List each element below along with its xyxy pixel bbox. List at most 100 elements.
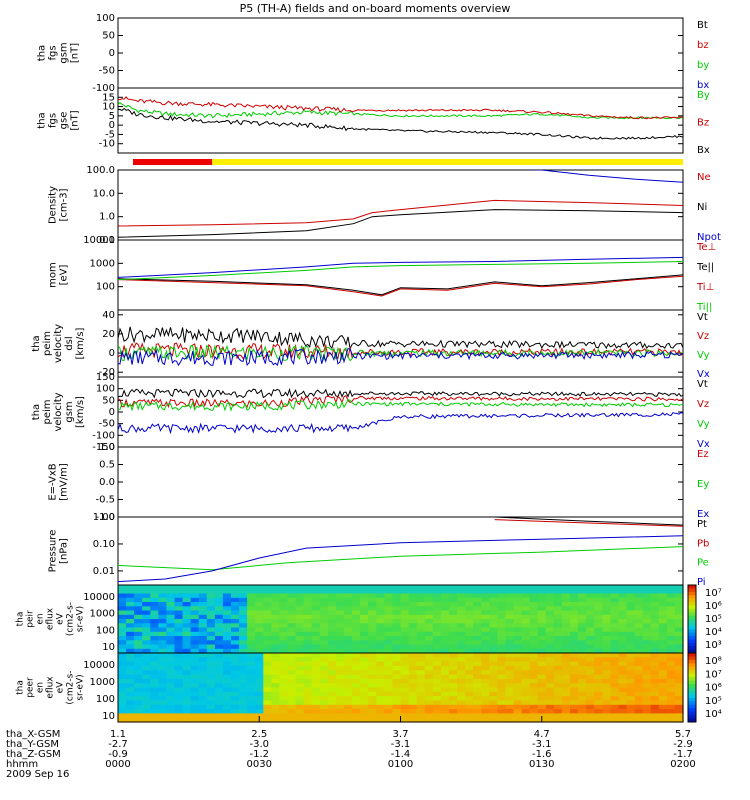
spectrogram-cell	[287, 593, 297, 599]
spectrogram-cell	[255, 691, 264, 697]
spectrogram-cell	[376, 678, 385, 684]
spectrogram-cell	[674, 709, 684, 714]
spectrogram-cell	[263, 627, 272, 633]
spectrogram-cell	[537, 700, 547, 706]
spectrogram-cell	[126, 700, 135, 706]
spectrogram-cell	[440, 713, 450, 719]
colorbar-cell	[688, 708, 696, 713]
spectrogram-cell	[118, 683, 127, 689]
y-axis-label: tha	[37, 45, 48, 61]
spectrogram-cell	[529, 593, 539, 599]
spectrogram-cell	[561, 640, 571, 646]
spectrogram-cell	[666, 704, 676, 710]
spectrogram-cell	[190, 696, 200, 701]
spectrogram-cell	[344, 717, 353, 723]
spectrogram-cell	[368, 627, 377, 633]
spectrogram-cell	[529, 691, 539, 697]
spectrogram-cell	[529, 713, 539, 719]
series-line-vy	[118, 344, 683, 362]
spectrogram-cell	[142, 648, 151, 654]
spectrogram-cell	[174, 683, 184, 689]
spectrogram-cell	[255, 606, 264, 612]
spectrogram-cell	[166, 653, 176, 658]
spectrogram-cell	[618, 670, 628, 676]
spectrogram-cell	[255, 670, 264, 676]
spectrogram-cell	[537, 665, 547, 671]
spectrogram-cell	[311, 606, 321, 612]
spectrogram-cell	[513, 585, 523, 590]
spectrogram-cell	[231, 653, 240, 658]
spectrogram-cell	[295, 619, 305, 624]
spectrogram-cell	[231, 674, 240, 680]
spectrogram-cell	[118, 687, 127, 693]
spectrogram-cell	[198, 683, 208, 689]
spectrogram-cell	[610, 653, 620, 658]
spectrogram-cell	[650, 717, 660, 723]
spectrogram-cell	[658, 623, 668, 629]
colorbar-tick-label: 10⁸	[705, 656, 722, 667]
spectrogram-cell	[222, 653, 232, 658]
spectrogram-cell	[384, 602, 394, 607]
spectrogram-cell	[392, 648, 402, 654]
spectrogram-cell	[626, 665, 636, 671]
spectrogram-cell	[457, 614, 466, 620]
spectrogram-cell	[222, 602, 232, 607]
spectrogram-cell	[545, 644, 555, 650]
colorbar-cell	[688, 615, 696, 620]
spectrogram-cell	[634, 640, 644, 646]
spectrogram-cell	[182, 640, 192, 646]
spectrogram-cell	[255, 602, 264, 607]
spectrogram-cell	[255, 585, 264, 590]
spectrogram-cell	[529, 610, 539, 616]
spectrogram-cell	[400, 606, 410, 612]
spectrogram-cell	[618, 678, 628, 684]
spectrogram-cell	[489, 696, 498, 701]
spectrogram-cell	[400, 597, 410, 603]
spectrogram-cell	[658, 665, 668, 671]
spectrogram-cell	[521, 602, 531, 607]
spectrogram-cell	[247, 657, 256, 663]
spectrogram-cell	[650, 665, 660, 671]
spectrogram-cell	[150, 713, 159, 719]
spectrogram-cell	[553, 709, 563, 714]
spectrogram-cell	[287, 665, 297, 671]
spectrogram-cell	[634, 696, 644, 701]
spectrogram-cell	[634, 670, 644, 676]
spectrogram-cell	[295, 657, 305, 663]
spectrogram-cell	[222, 610, 232, 616]
spectrogram-cell	[481, 648, 490, 654]
spectrogram-cell	[118, 640, 127, 646]
spectrogram-cell	[376, 631, 385, 637]
spectrogram-cell	[594, 589, 603, 595]
spectrogram-cell	[303, 619, 313, 624]
spectrogram-cell	[384, 644, 394, 650]
spectrogram-cell	[118, 704, 127, 710]
spectrogram-cell	[368, 602, 377, 607]
spectrogram-cell	[174, 589, 184, 595]
spectrogram-cell	[626, 589, 636, 595]
spectrogram-cell	[578, 670, 587, 676]
spectrogram-cell	[271, 610, 281, 616]
spectrogram-cell	[239, 661, 248, 667]
spectrogram-cell	[626, 619, 636, 624]
spectrogram-cell	[166, 691, 176, 697]
spectrogram-cell	[279, 614, 289, 620]
spectrogram-cell	[489, 640, 498, 646]
spectrogram-cell	[416, 644, 426, 650]
spectrogram-cell	[545, 585, 555, 590]
spectrogram-cell	[319, 717, 329, 723]
spectrogram-cell	[465, 631, 474, 637]
spectrogram-cell	[642, 585, 652, 590]
spectrogram-cell	[561, 614, 571, 620]
spectrogram-cell	[222, 687, 232, 693]
spectrogram-cell	[134, 674, 143, 680]
spectrogram-cell	[142, 670, 151, 676]
series-line-pi	[118, 535, 683, 583]
spectrogram-cell	[545, 653, 555, 658]
spectrogram-cell	[206, 674, 216, 680]
spectrogram-cell	[376, 653, 385, 658]
spectrogram-cell	[142, 653, 151, 658]
spectrogram-cell	[602, 631, 611, 637]
spectrogram-cell	[674, 619, 684, 624]
spectrogram-cell	[239, 610, 248, 616]
